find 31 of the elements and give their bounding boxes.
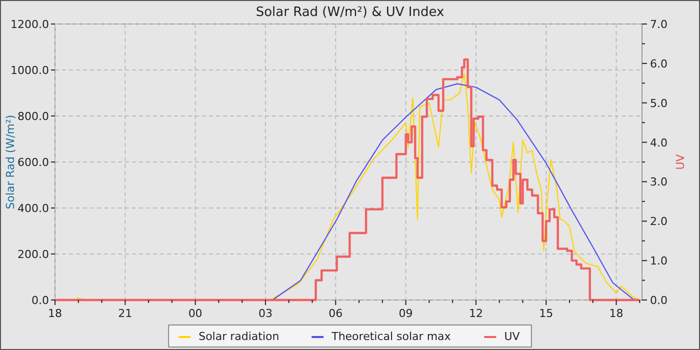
y-tick-label: 200.0: [18, 248, 49, 261]
y2-tick-label: 2.0: [650, 215, 668, 228]
y-tick-label: 600.0: [18, 156, 49, 169]
legend-label: Solar radiation: [198, 330, 280, 343]
y2-tick-label: 0.0: [650, 294, 668, 307]
line-series: [272, 83, 637, 301]
x-tick-label: 18: [609, 307, 624, 320]
chart-title: Solar Rad (W/m²) & UV Index: [256, 5, 444, 20]
y-tick-label: 1200.0: [10, 18, 49, 31]
y2-tick-label: 1.0: [650, 254, 668, 268]
y-tick-label: 0.0: [32, 294, 49, 307]
y-tick-label: 800.0: [18, 110, 49, 123]
x-tick-label: 09: [398, 307, 413, 320]
y2-axis-title: UV: [674, 154, 687, 170]
y2-tick-label: 5.0: [650, 96, 668, 110]
y2-tick-label: 4.0: [650, 136, 668, 150]
legend-label: Theoretical solar max: [330, 330, 452, 343]
y2-tick-label: 7.0: [650, 18, 668, 31]
y2-tick-label: 3.0: [650, 176, 668, 189]
x-tick-label: 00: [188, 307, 202, 320]
y2-tick-label: 6.0: [650, 57, 668, 70]
legend-label: UV: [504, 330, 520, 343]
x-tick-label: 15: [539, 307, 554, 320]
x-tick-label: 18: [48, 307, 62, 320]
y-tick-label: 400.0: [18, 202, 49, 215]
x-tick-label: 03: [258, 307, 272, 320]
x-tick-label: 12: [468, 307, 483, 320]
x-tick-label: 21: [118, 307, 132, 320]
x-tick-label: 06: [328, 307, 343, 320]
y-axis-title: Solar Rad (W/m²): [4, 114, 17, 210]
y-tick-label: 1000.0: [10, 64, 49, 77]
